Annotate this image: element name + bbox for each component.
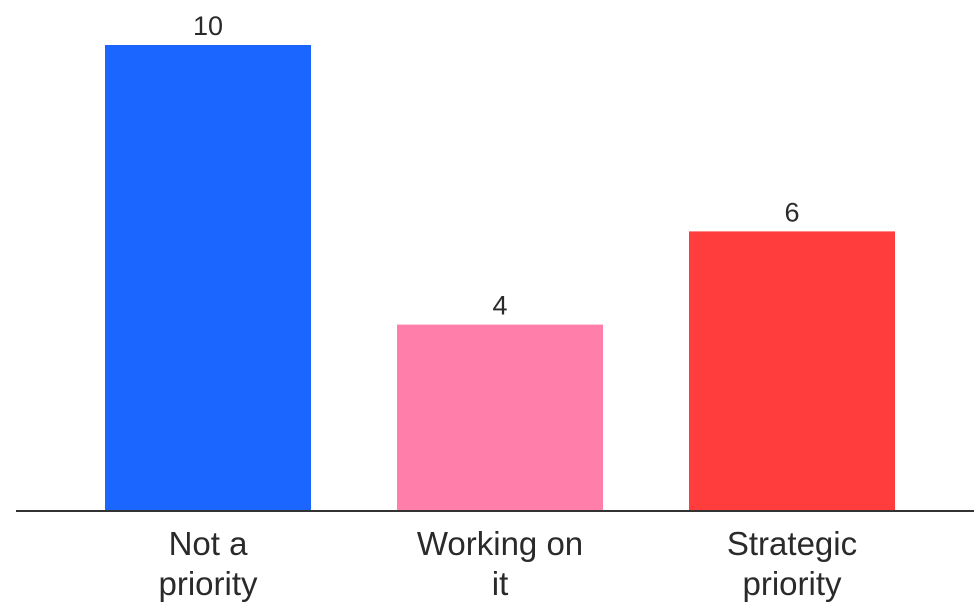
data-label-3: 6 [784, 197, 799, 227]
bar-3 [689, 231, 895, 511]
bars-group [105, 45, 895, 511]
bar-1 [105, 45, 311, 511]
data-label-1: 10 [193, 11, 223, 41]
x-tick-label-line: priority [742, 565, 842, 602]
x-tick-label-line: priority [158, 565, 258, 602]
x-tick-label-line: Working on [417, 525, 583, 562]
x-tick-label-3: Strategic priority [727, 525, 857, 602]
x-tick-label-2: Working on it [417, 525, 583, 602]
x-tick-label-line: Strategic [727, 525, 857, 562]
data-label-2: 4 [492, 291, 507, 321]
data-labels-group: 10 4 6 [193, 11, 800, 321]
x-tick-label-1: Not a priority [158, 525, 258, 602]
bar-2 [397, 324, 603, 511]
x-tick-label-line: Not a [169, 525, 249, 562]
x-tick-label-line: it [492, 565, 509, 602]
